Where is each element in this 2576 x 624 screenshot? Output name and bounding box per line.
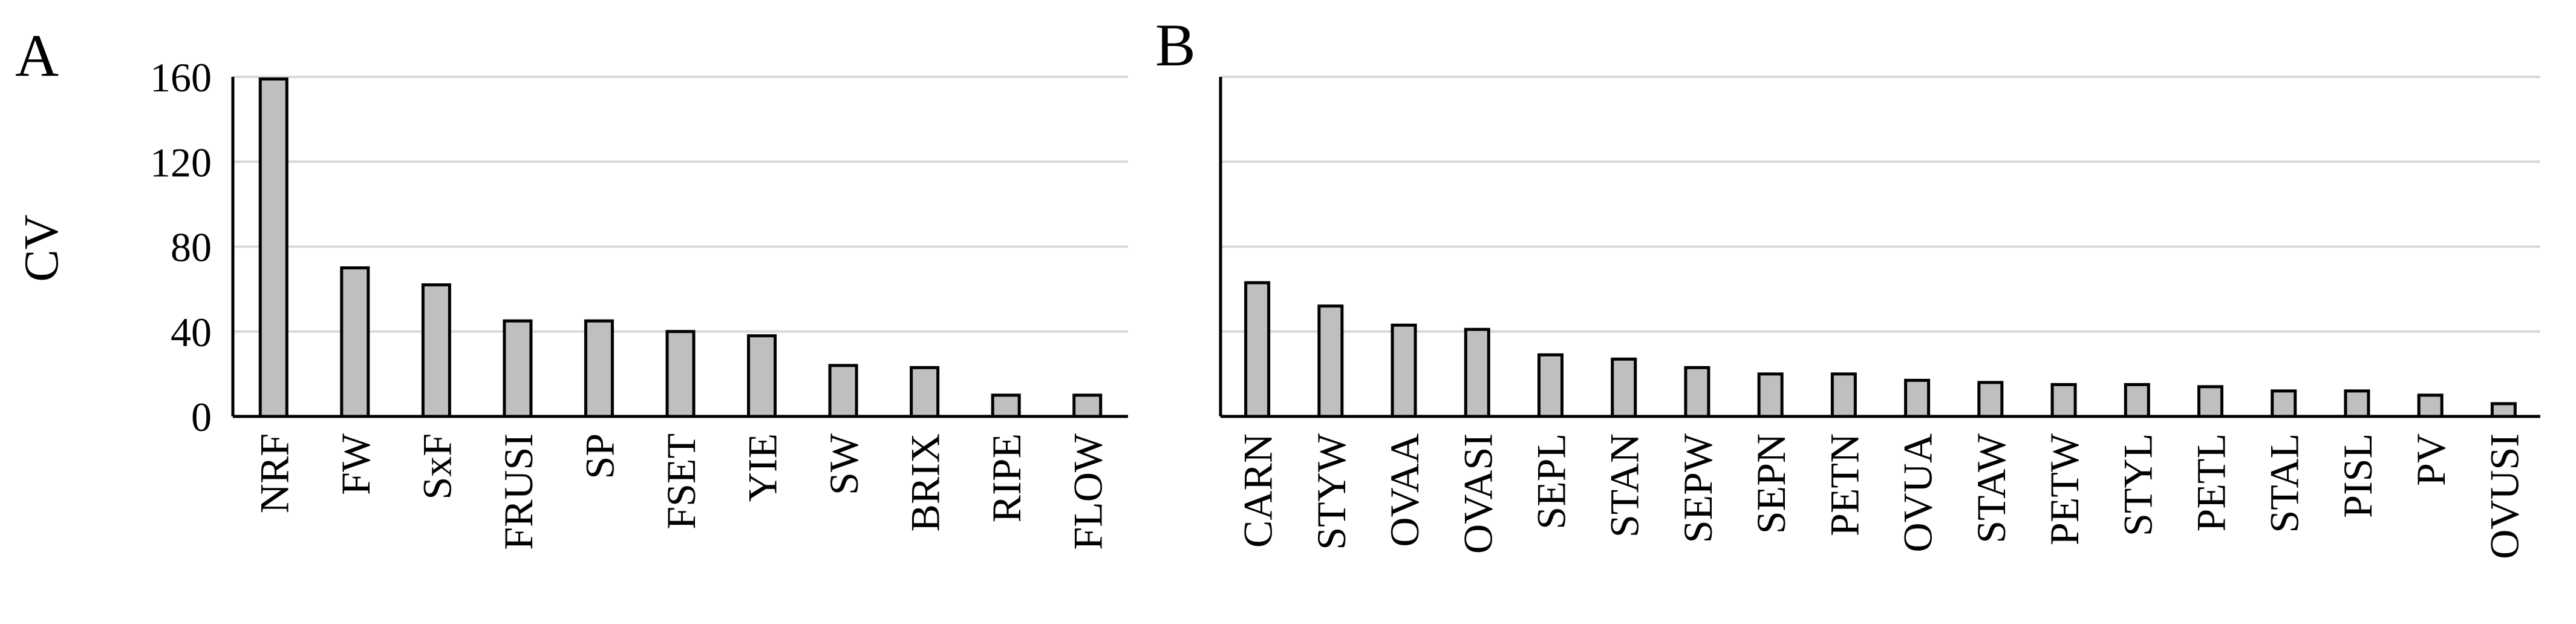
category-label: SxF (414, 433, 460, 500)
category-label: OVASI (1455, 433, 1501, 554)
category-label: PETL (2188, 433, 2234, 531)
bar-fw (340, 266, 370, 418)
bar-stan (1611, 357, 1637, 418)
bar-sp (584, 319, 614, 418)
bar-flow (1072, 393, 1103, 418)
panel-label-a: A (15, 22, 59, 89)
category-label: SEPN (1748, 433, 1794, 534)
y-tick-label: 160 (150, 54, 212, 100)
bar-ripe (991, 393, 1021, 418)
category-label: STYW (1308, 433, 1354, 550)
y-tick-labels-a: 0 40 80 120 160 (150, 54, 212, 440)
bar-staw (1977, 381, 2004, 418)
gridlines-b (1221, 76, 2540, 333)
category-label: YIE (740, 433, 786, 502)
category-label: PETN (1821, 433, 1867, 536)
bar-ovua (1904, 378, 1931, 418)
category-label: OVUA (1895, 433, 1941, 552)
bar-ovusi (2490, 402, 2517, 418)
category-label: BRIX (902, 433, 948, 531)
category-label: OVAA (1381, 433, 1427, 547)
category-label: RIPE (983, 433, 1029, 522)
category-label: CARN (1235, 433, 1281, 548)
bar-sepn (1757, 372, 1784, 418)
category-label: OVUSI (2481, 433, 2527, 559)
bar-sepl (1537, 353, 1564, 418)
bar-styw (1317, 304, 1344, 418)
category-labels-b: CARN STYW OVAA OVASI SEPL STAN SEPW SEPN PETN OVU… (1235, 433, 2528, 559)
bar-ovasi (1464, 327, 1490, 418)
y-tick-label: 0 (191, 394, 212, 440)
bar-petn (1830, 372, 1857, 418)
y-axis-title-a: CV (15, 214, 68, 281)
chart-panel-b: B CARN STYW OVAA OVASI SEPL STAN SEPW SEPN PETN O… (1155, 11, 2540, 559)
bar-frusi (503, 319, 533, 418)
bar-pv (2417, 393, 2444, 418)
category-label: PV (2408, 433, 2454, 486)
category-label: FW (333, 433, 379, 495)
bar-petw (2050, 383, 2077, 418)
bar-ovaa (1391, 323, 1417, 418)
category-label: STAL (2261, 433, 2307, 533)
chart-panel-a: A CV 0 40 80 120 160 NRF FW SxF FRUSI SP FSET YIE S… (15, 22, 1128, 550)
bar-nrf (258, 77, 289, 418)
category-label: SEPW (1675, 433, 1721, 543)
category-labels-a: NRF FW SxF FRUSI SP FSET YIE SW BRIX RIPE FLOW (251, 433, 1110, 550)
bar-fset (665, 330, 696, 418)
bar-sepw (1684, 366, 1710, 418)
bar-brix (910, 366, 940, 418)
bar-petl (2197, 385, 2223, 418)
y-tick-label: 80 (171, 225, 212, 271)
category-label: STAW (1968, 433, 2014, 544)
category-label: SW (821, 433, 867, 495)
bar-pisl (2344, 389, 2370, 418)
category-label: STYL (2115, 433, 2160, 536)
category-label: FRUSI (495, 433, 541, 550)
y-tick-label: 40 (171, 309, 212, 355)
category-label: FLOW (1065, 433, 1111, 550)
category-label: PISL (2335, 433, 2381, 518)
bar-carn (1244, 281, 1271, 418)
category-label: NRF (251, 433, 297, 513)
category-label: FSET (658, 433, 704, 530)
bar-styl (2124, 383, 2150, 418)
y-tick-label: 120 (150, 139, 212, 185)
bars-b (1244, 281, 2517, 418)
bar-stal (2271, 389, 2297, 418)
category-label: STAN (1602, 433, 1648, 537)
bar-yie (747, 334, 777, 418)
bar-sxf (421, 283, 451, 418)
category-label: SP (576, 433, 622, 479)
panel-label-b: B (1155, 11, 1196, 79)
bar-sw (828, 364, 858, 418)
category-label: PETW (2041, 433, 2087, 545)
category-label: SEPL (1528, 433, 1574, 530)
